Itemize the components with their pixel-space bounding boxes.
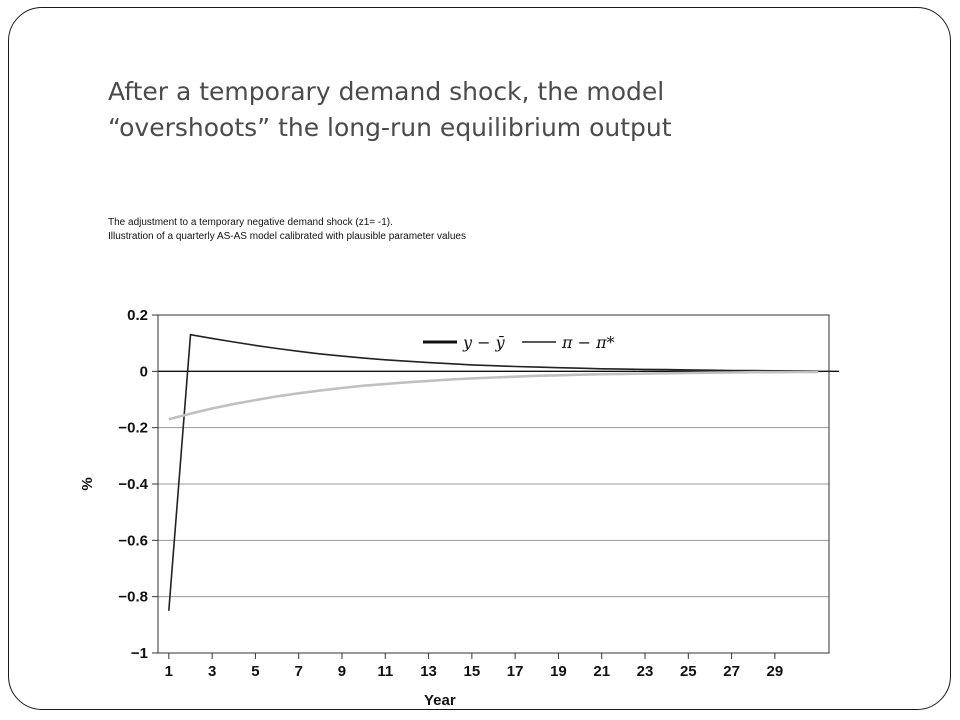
caption-line-2: Illustration of a quarterly AS-AS model … [108, 231, 466, 242]
y-axis-label: % [79, 477, 96, 490]
slide-title: After a temporary demand shock, the mode… [108, 74, 868, 146]
x-tick-label: 29 [767, 663, 784, 680]
slide-frame [8, 7, 951, 710]
slide-title-line-1: After a temporary demand shock, the mode… [108, 77, 665, 106]
series-line-output-gap [168, 333, 819, 611]
adjustment-line-chart: 0.20−0.2−0.4−0.6−0.8−11 3 5 7 9 11 13 15 17 19 21 2… [79, 307, 839, 709]
legend-label-inflation-gap: π − π* [561, 333, 615, 352]
x-tick-label: 1 [165, 663, 173, 680]
y-tick-label: −0.6 [118, 532, 148, 549]
x-tick-label: 3 [208, 663, 216, 680]
y-tick-label: −1 [131, 645, 148, 662]
x-tick-label: 11 [377, 663, 393, 680]
x-tick-label: 17 [507, 663, 524, 680]
x-tick-label: 5 [251, 663, 259, 680]
grid-layer [158, 427, 829, 598]
x-tick-label: 9 [338, 663, 346, 680]
x-tick-label: 19 [550, 663, 567, 680]
slide-title-line-2: “overshoots” the long-run equilibrium ou… [108, 113, 672, 142]
x-tick-label: 15 [464, 663, 481, 680]
x-tick-label: 27 [723, 663, 740, 680]
chart-caption: The adjustment to a temporary negative d… [108, 216, 808, 244]
y-tick-label: −0.4 [118, 476, 148, 493]
series-line-inflation-gap [168, 370, 819, 421]
x-tick-label: 23 [637, 663, 654, 680]
x-tick-label: 25 [680, 663, 697, 680]
legend: y − ȳ π − π* [423, 333, 615, 352]
y-tick-label: 0.2 [127, 307, 148, 324]
legend-label-output-gap: y − ȳ [462, 333, 506, 352]
tick-layer: 0.20−0.2−0.4−0.6−0.8−11 3 5 7 9 11 13 15 17 19 21 2… [118, 307, 783, 680]
x-tick-label: 7 [295, 663, 303, 680]
series-layer [168, 333, 819, 611]
y-tick-label: 0 [140, 363, 148, 380]
y-tick-label: −0.2 [118, 420, 148, 437]
x-tick-label: 21 [593, 663, 610, 680]
caption-line-1: The adjustment to a temporary negative d… [108, 217, 393, 228]
x-tick-label: 13 [420, 663, 437, 680]
y-tick-label: −0.8 [118, 589, 148, 606]
x-axis-label: Year [424, 692, 456, 709]
